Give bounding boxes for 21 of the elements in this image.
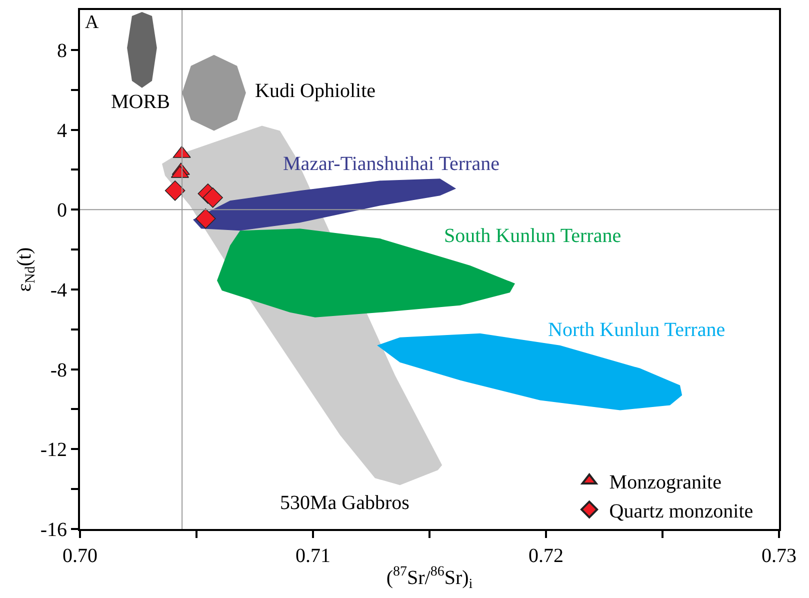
- series-label: South Kunlun Terrane: [444, 225, 622, 247]
- legend-label: Monzogranite: [609, 471, 722, 494]
- x-tick-label: 0.72: [528, 545, 564, 567]
- y-tick-label: -12: [40, 439, 67, 462]
- y-tick-label: -8: [50, 359, 67, 382]
- annotation: A: [85, 12, 99, 33]
- y-tick-label: 0: [57, 200, 67, 222]
- y-tick-label: -16: [40, 519, 67, 541]
- y-tick-label: 8: [57, 40, 67, 62]
- legend-label: Quartz monzonite: [609, 500, 754, 522]
- annotation: Kudi Ophiolite: [255, 80, 376, 102]
- x-axis-title: ($^{87}$Sr/$^{86}$Sr)$_{i}$: [386, 564, 473, 592]
- annotation: 530Ma Gabbros: [280, 492, 410, 514]
- y-tick-label: 4: [57, 120, 67, 142]
- x-tick-label: 0.71: [296, 545, 330, 567]
- series-label: North Kunlun Terrane: [548, 319, 726, 341]
- series-label: Mazar-Tianshuihai Terrane: [283, 153, 500, 175]
- x-tick-label: 0.73: [762, 545, 796, 567]
- annotation: MORB: [111, 91, 170, 113]
- x-tick-label: 0.70: [62, 545, 98, 567]
- y-tick-label: -4: [50, 279, 67, 302]
